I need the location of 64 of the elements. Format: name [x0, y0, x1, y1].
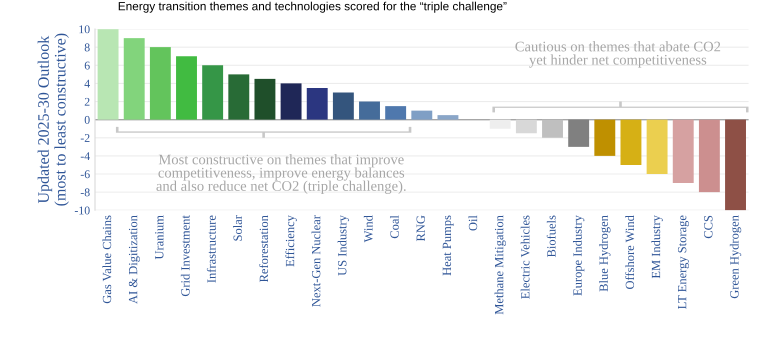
x-tick-label: Gas Value Chains: [102, 216, 112, 304]
y-tick-label: -4: [80, 152, 90, 160]
x-tick-label: Electric Vehicles: [520, 216, 530, 299]
y-tick-label: -10: [74, 206, 90, 214]
bar: [620, 120, 642, 165]
x-tick-label: LT Energy Storage: [678, 216, 689, 309]
x-tick-label: Biofuels: [546, 216, 556, 258]
bar: [228, 74, 250, 120]
bar: [411, 110, 432, 120]
chart-title: Energy transition themes and technologies scored for the “triple challenge”: [118, 2, 507, 13]
bar: [698, 120, 720, 192]
bar: [490, 120, 511, 129]
x-tick-label: Grid Investment: [180, 215, 190, 296]
y-tick-label: 0: [84, 116, 90, 124]
y-tick-label: -8: [80, 188, 90, 196]
x-tick-label: Infrastructure: [206, 216, 216, 283]
x-tick-label: Offshore Wind: [625, 215, 634, 289]
x-tick-label: AI & Digitization: [128, 215, 140, 304]
x-tick-label: Methane Mitigation: [494, 215, 506, 314]
bar: [437, 115, 458, 120]
bar: [98, 29, 119, 120]
bar: [725, 120, 746, 210]
x-tick-label: Coal: [390, 215, 399, 238]
y-tick-label: 6: [84, 62, 90, 70]
bar: [254, 78, 276, 120]
x-tick-label: Efficiency: [285, 215, 297, 267]
x-tick-label: US Industry: [338, 215, 350, 276]
x-tick-label: Heat Pumps: [442, 216, 454, 276]
x-tick-label: Uranium: [155, 215, 164, 260]
x-tick-label: Wind: [364, 215, 373, 242]
x-tick-label: Oil: [468, 215, 478, 231]
x-tick-label: EM Industry: [651, 215, 663, 278]
bar: [306, 88, 328, 120]
x-tick-label: Europe Industry: [572, 215, 584, 296]
y-tick-label: 10: [79, 25, 90, 34]
bar: [202, 65, 224, 120]
x-tick-label: Green Hydrogen: [730, 215, 742, 298]
bar: [542, 120, 563, 138]
bar: [176, 56, 197, 120]
y-tick-label: 4: [84, 80, 90, 88]
bar: [568, 120, 590, 147]
bar: [646, 120, 668, 174]
bar: [124, 38, 145, 120]
y-axis-title: Updated 2025-30 Outlook (most to least constructive): [38, 34, 69, 206]
bar: [672, 120, 694, 184]
bar: [332, 92, 354, 120]
x-tick-label: CCS: [704, 216, 713, 238]
bar: [594, 120, 616, 156]
annotation: Most constructive on themes that improve competitiveness, improve energy balances and also reduce net CO2 (triple challenge).: [156, 154, 406, 194]
bar: [150, 47, 171, 120]
bar: [280, 83, 302, 120]
x-tick-label: Next-Gen Nuclear: [312, 215, 320, 307]
x-tick-label: Reforestation: [259, 215, 268, 282]
bar: [359, 102, 380, 120]
x-tick-label: Solar: [233, 215, 242, 241]
y-tick-label: -2: [80, 134, 90, 142]
y-tick-label: 8: [84, 43, 90, 52]
x-tick-label: Blue Hydrogen: [599, 215, 610, 292]
y-tick-label: 2: [84, 98, 90, 106]
bar: [516, 120, 537, 134]
bar: [385, 106, 406, 120]
x-tick-label: RNG: [416, 215, 425, 242]
annotation: Cautious on themes that abate CO2 yet hinder net competitiveness: [515, 41, 720, 68]
y-tick-label: -6: [80, 170, 90, 178]
